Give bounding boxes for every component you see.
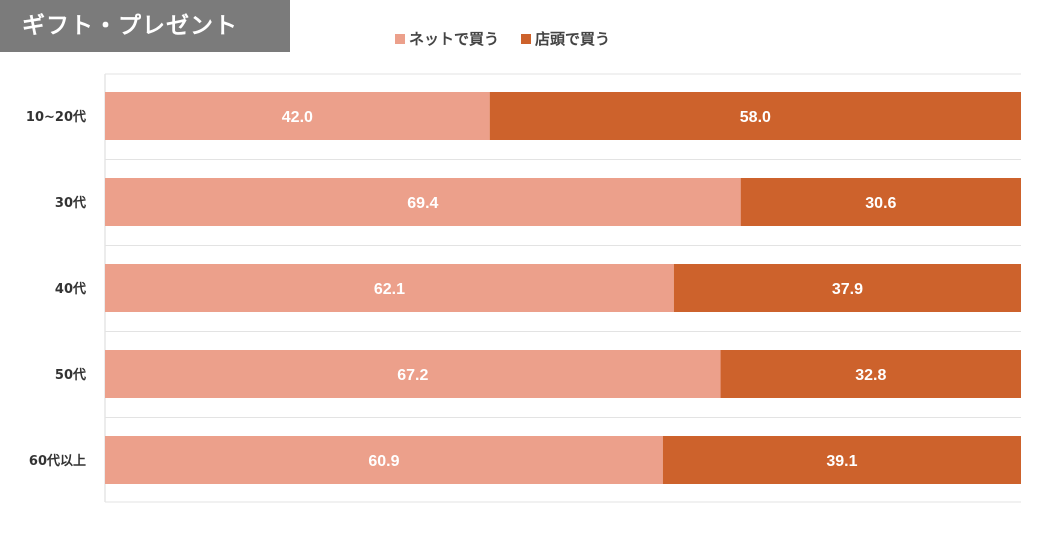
bar-store: [662, 436, 1021, 484]
data-label: 69.4: [407, 195, 438, 212]
category-label: 10~20代: [26, 109, 86, 125]
category-label: 50代: [55, 367, 86, 383]
data-label: 30.6: [865, 195, 896, 212]
data-label: 39.1: [826, 453, 857, 470]
data-label: 37.9: [832, 281, 863, 298]
category-label: 30代: [55, 195, 86, 211]
legend: ネットで買う 店頭で買う: [395, 28, 632, 49]
bar-store: [720, 350, 1021, 398]
bar-store: [740, 178, 1021, 226]
bar-net: [105, 178, 741, 226]
bar-net: [105, 436, 663, 484]
legend-swatch-store: [521, 33, 532, 44]
legend-swatch-net: [395, 33, 405, 44]
data-label: 67.2: [397, 367, 428, 384]
data-label: 62.1: [374, 281, 405, 298]
bar-store: [673, 264, 1021, 312]
category-label: 40代: [55, 281, 86, 297]
legend-item-net: ネットで買う: [395, 28, 499, 49]
chart-title: ギフト・プレゼント: [0, 0, 290, 52]
legend-label-store: 店頭で買う: [535, 30, 611, 48]
legend-item-store: 店頭で買う: [521, 28, 610, 49]
data-label: 42.0: [282, 109, 313, 126]
data-label: 58.0: [740, 109, 771, 126]
category-label: 60代以上: [29, 453, 86, 469]
bar-net: [105, 264, 674, 312]
legend-label-net: ネットで買う: [409, 30, 500, 48]
bar-net: [105, 350, 721, 398]
bar-net: [105, 92, 490, 140]
data-label: 32.8: [855, 367, 886, 384]
data-label: 60.9: [368, 453, 399, 470]
bar-store: [489, 92, 1022, 140]
